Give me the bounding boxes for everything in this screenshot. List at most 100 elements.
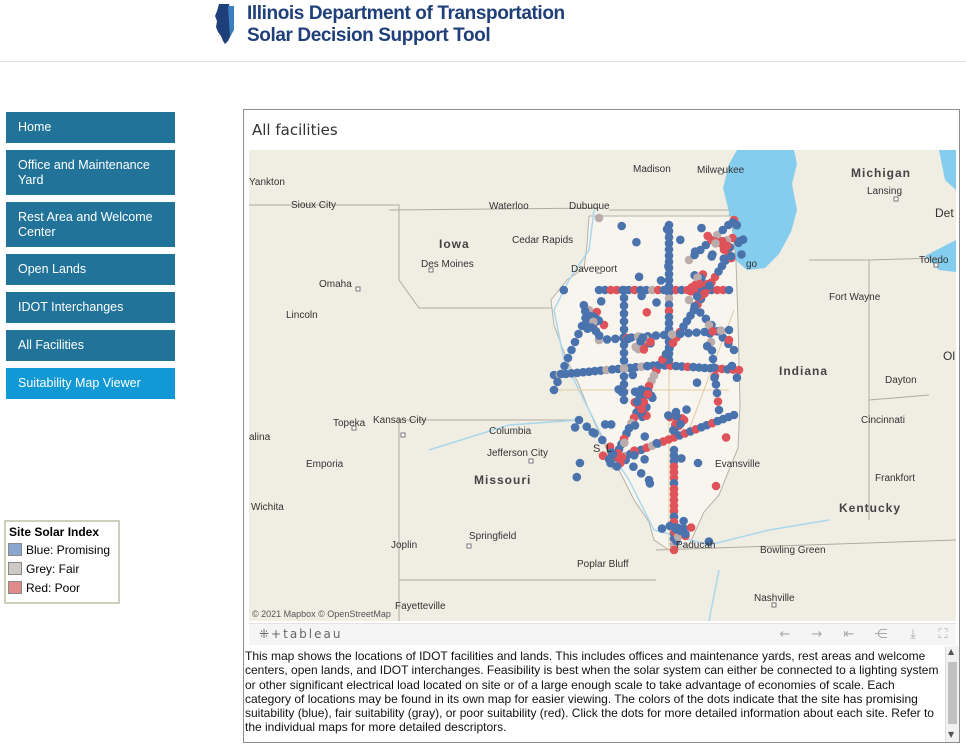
facility-dot[interactable]: [604, 455, 614, 464]
facility-dot[interactable]: [600, 285, 610, 295]
facility-dot[interactable]: [630, 387, 640, 396]
facility-dot[interactable]: [664, 233, 674, 242]
facility-dot[interactable]: [729, 345, 739, 355]
facility-dot[interactable]: [712, 388, 722, 398]
facility-dot[interactable]: [664, 411, 673, 420]
facility-dot[interactable]: [704, 537, 714, 546]
facility-dot[interactable]: [594, 213, 604, 223]
facility-dot[interactable]: [647, 285, 657, 295]
facility-dot[interactable]: [686, 523, 696, 532]
facility-dot[interactable]: [559, 285, 569, 295]
facility-dot[interactable]: [619, 317, 629, 326]
facility-dot[interactable]: [664, 312, 674, 322]
facility-dot[interactable]: [700, 327, 709, 337]
facility-dot[interactable]: [623, 334, 633, 344]
facility-dot[interactable]: [676, 419, 685, 429]
facility-dot[interactable]: [556, 369, 566, 379]
facility-dot[interactable]: [643, 389, 653, 399]
facility-dot[interactable]: [693, 458, 703, 468]
facility-dot[interactable]: [702, 341, 712, 351]
facility-dot[interactable]: [639, 397, 649, 407]
facility-dot[interactable]: [570, 337, 580, 347]
facility-dot[interactable]: [664, 282, 674, 291]
facility-dot[interactable]: [619, 285, 629, 295]
facility-dot[interactable]: [673, 523, 682, 533]
facility-dot[interactable]: [617, 221, 626, 231]
facility-dot[interactable]: [712, 230, 722, 240]
facility-dot[interactable]: [734, 365, 744, 375]
facility-dot[interactable]: [684, 295, 694, 305]
facility-dot[interactable]: [659, 330, 669, 340]
facility-dot[interactable]: [709, 363, 719, 372]
facility-dot[interactable]: [579, 300, 589, 310]
facility-dot[interactable]: [664, 288, 674, 297]
facility-dot[interactable]: [695, 279, 704, 289]
nav-item-home[interactable]: Home: [6, 112, 175, 143]
facility-dot[interactable]: [600, 420, 610, 429]
facility-dot[interactable]: [636, 469, 646, 478]
facility-dot[interactable]: [575, 458, 585, 468]
facility-dot[interactable]: [724, 285, 734, 295]
redo-icon[interactable]: →: [811, 627, 823, 642]
facility-dot[interactable]: [652, 438, 662, 448]
facility-dot[interactable]: [735, 237, 744, 246]
facility-dot[interactable]: [711, 380, 721, 389]
facilities-map[interactable]: Yankton Sioux City Iowa Des Moines Water…: [249, 150, 956, 621]
facility-dot[interactable]: [628, 370, 638, 380]
facility-dot[interactable]: [612, 285, 621, 295]
facility-dot[interactable]: [587, 323, 596, 332]
facility-dot[interactable]: [726, 251, 736, 261]
facility-dot[interactable]: [690, 247, 700, 256]
facility-dot[interactable]: [612, 462, 622, 471]
revert-icon[interactable]: ⇤: [843, 627, 855, 642]
facility-dot[interactable]: [614, 385, 623, 394]
facility-dot[interactable]: [630, 421, 640, 430]
facility-dot[interactable]: [701, 240, 711, 250]
facility-dot[interactable]: [653, 285, 663, 295]
facility-dot[interactable]: [602, 335, 612, 344]
facility-dot[interactable]: [664, 261, 673, 271]
facility-dot[interactable]: [634, 272, 644, 282]
facility-dot[interactable]: [639, 345, 649, 354]
facility-dot[interactable]: [572, 472, 582, 482]
facility-dot[interactable]: [563, 353, 573, 363]
facility-dot[interactable]: [637, 404, 646, 414]
facility-dot[interactable]: [630, 285, 639, 295]
facility-dot[interactable]: [619, 356, 629, 365]
scroll-thumb[interactable]: [948, 662, 957, 724]
facility-dot[interactable]: [646, 337, 655, 347]
facility-dot[interactable]: [664, 294, 674, 303]
facility-dot[interactable]: [714, 405, 724, 415]
facility-dot[interactable]: [732, 373, 742, 382]
facility-dot[interactable]: [664, 245, 674, 254]
facility-dot[interactable]: [651, 331, 661, 340]
facility-dot[interactable]: [619, 348, 629, 358]
description-scrollbar[interactable]: ▲ ▼: [945, 646, 959, 742]
facility-dot[interactable]: [657, 524, 667, 533]
facility-dot[interactable]: [598, 435, 607, 445]
facility-dot[interactable]: [619, 395, 629, 405]
facility-dot[interactable]: [669, 545, 679, 555]
facility-dot[interactable]: [716, 326, 726, 335]
facility-dot[interactable]: [642, 285, 651, 295]
scroll-down-icon[interactable]: ▼: [948, 730, 955, 739]
scroll-up-icon[interactable]: ▲: [948, 647, 955, 656]
facility-dot[interactable]: [664, 239, 674, 248]
facility-dot[interactable]: [619, 293, 629, 303]
facility-dot[interactable]: [594, 331, 604, 340]
facility-dot[interactable]: [619, 340, 629, 350]
facility-dot[interactable]: [632, 397, 642, 407]
facility-dot[interactable]: [712, 285, 722, 295]
facility-dot[interactable]: [723, 241, 732, 251]
facility-dot[interactable]: [652, 298, 661, 307]
facility-dot[interactable]: [708, 354, 718, 364]
facility-dot[interactable]: [732, 220, 742, 230]
facility-dot[interactable]: [713, 397, 723, 406]
facility-dot[interactable]: [703, 231, 712, 241]
facility-dot[interactable]: [711, 239, 720, 248]
facility-dot[interactable]: [549, 385, 559, 395]
facility-dot[interactable]: [629, 462, 638, 472]
facility-dot[interactable]: [574, 329, 583, 339]
facility-dot[interactable]: [676, 235, 685, 245]
facility-dot[interactable]: [684, 328, 693, 338]
